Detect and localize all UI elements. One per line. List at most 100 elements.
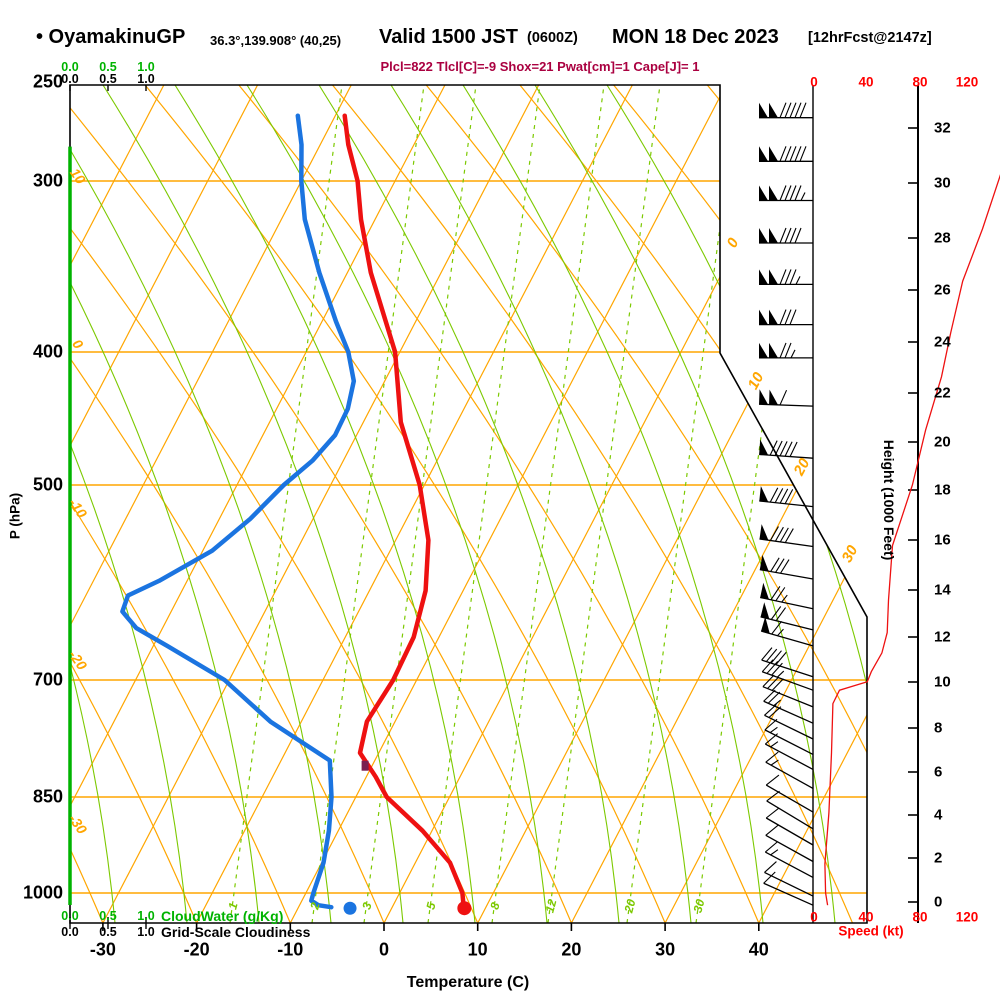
wind-barb: [763, 689, 814, 724]
wind-barb: [764, 704, 814, 740]
temp-tick-label: 30: [655, 939, 676, 960]
wind-barb: [759, 389, 814, 407]
temp-tick-label: 40: [748, 939, 769, 960]
dry-adiabat-line: [332, 85, 854, 923]
mixing-ratio-line: [491, 85, 605, 923]
isotherm-line: [196, 85, 633, 923]
height-tick-label: 24: [934, 333, 951, 351]
moist-adiabat-line: [534, 85, 836, 923]
height-tick-label: 28: [934, 229, 951, 247]
pressure-tick-label: 500: [32, 474, 63, 495]
cloudwater-scale-value: 0.0: [61, 909, 79, 923]
pressure-tick-label: 1000: [22, 882, 63, 903]
wind-barb: [759, 342, 813, 359]
moist-adiabat-line: [70, 85, 188, 923]
temp-tick-label: 20: [561, 939, 582, 960]
speed-tick-label: 80: [912, 909, 928, 925]
wind-barb: [764, 718, 814, 755]
cloudiness-scale-value: 0.5: [99, 925, 117, 939]
dry-adiabat-line: [425, 85, 867, 923]
wind-barb: [759, 185, 813, 202]
height-tick-label: 30: [934, 174, 951, 192]
height-tick-label: 0: [934, 893, 943, 911]
speed-axis-title: Speed (kt): [838, 923, 904, 939]
wind-barb: [765, 751, 814, 789]
speed-tick-label: 40: [858, 909, 874, 925]
wind-barb: [760, 602, 814, 631]
pressure-tick-label: 400: [32, 341, 63, 362]
pressure-axis-title: P (hPa): [7, 492, 23, 540]
height-tick-label: 6: [934, 763, 943, 781]
height-tick-label: 10: [934, 673, 951, 691]
pressure-tick-label: 700: [32, 669, 63, 690]
moist-adiabat-line: [390, 85, 692, 923]
mixing-ratio-line: [363, 85, 477, 923]
wind-barb: [762, 674, 814, 708]
dry-adiabat-line: [70, 85, 479, 923]
wind-barb: [759, 146, 813, 162]
cloudwater-scale-value: 0.5: [99, 909, 117, 923]
wind-barb: [759, 269, 813, 286]
height-tick-label: 4: [934, 806, 943, 824]
wind-barb: [765, 807, 814, 846]
wind-barb: [759, 102, 813, 119]
speed-tick-label: 40: [858, 74, 874, 90]
height-tick-label: 14: [934, 581, 951, 599]
valid-time: Valid 1500 JST: [379, 26, 518, 48]
dewpoint-curve: [120, 113, 357, 910]
cloudiness-scale-value: 1.0: [137, 72, 155, 86]
moist-adiabat-line: [246, 85, 548, 923]
grid-lines: [70, 85, 867, 923]
height-tick-label: 32: [934, 119, 951, 137]
speed-tick-label: 80: [912, 74, 928, 90]
pressure-tick-label: 250: [32, 71, 63, 92]
station-name: • OyamakinuGP: [36, 26, 186, 48]
height-axis-title: Height (1000 Feet): [881, 439, 897, 561]
dry-adiabat-line: [613, 85, 867, 923]
wind-barb: [761, 647, 814, 678]
dry-adiabat-line: [70, 85, 198, 923]
temperature-curve: [342, 113, 466, 910]
lcl-marker: [361, 760, 369, 771]
forecast-tag: [12hrFcst@2147z]: [808, 30, 932, 46]
wind-barb: [759, 554, 814, 580]
cloudiness-axis-title: Grid-Scale Cloudiness: [161, 924, 311, 940]
wind-barb: [760, 582, 814, 610]
mixing-ratio-line: [547, 85, 661, 923]
height-tick-label: 8: [934, 719, 943, 737]
station-coords: 36.3°,139.908° (40,25): [210, 33, 342, 48]
isotherm-line: [70, 85, 352, 923]
wind-barb: [763, 871, 814, 906]
wind-barb: [760, 616, 814, 647]
dry-adiabat-line: [238, 85, 760, 923]
moist-adiabat-line: [70, 85, 260, 923]
wind-barb: [759, 227, 813, 244]
dry-adiabat-line: [144, 85, 666, 923]
height-tick-label: 22: [934, 384, 951, 402]
temp-tick-label: -10: [277, 939, 304, 960]
speed-tick-label: 0: [810, 74, 818, 90]
mixing-ratio-line: [229, 85, 343, 923]
speed-tick-label: 0: [810, 909, 818, 925]
cloudwater-axis-title: CloudWater (g/Kg): [161, 908, 284, 924]
height-tick-label: 18: [934, 481, 951, 499]
moist-adiabat-line: [174, 85, 476, 923]
moist-adiabat-line: [102, 85, 404, 923]
wind-barbs: [759, 102, 814, 906]
wind-barb: [765, 774, 814, 813]
height-tick-label: 26: [934, 281, 951, 299]
isotherm-line: [758, 85, 867, 923]
wind-barb: [759, 486, 814, 508]
surface-dewpoint-dot: [343, 901, 357, 915]
wind-barb: [765, 824, 814, 863]
cloudwater-scale-value: 1.0: [137, 60, 155, 74]
isotherm-line: [289, 85, 727, 923]
valid-utc: (0600Z): [527, 30, 578, 46]
wind-barb: [766, 790, 814, 830]
wind-barb: [759, 524, 814, 548]
cloudiness-scale-value: 0.0: [61, 72, 79, 86]
wind-barb: [764, 733, 814, 770]
height-tick-label: 20: [934, 433, 951, 451]
pressure-tick-label: 300: [32, 170, 63, 191]
isotherm-line: [70, 85, 446, 923]
